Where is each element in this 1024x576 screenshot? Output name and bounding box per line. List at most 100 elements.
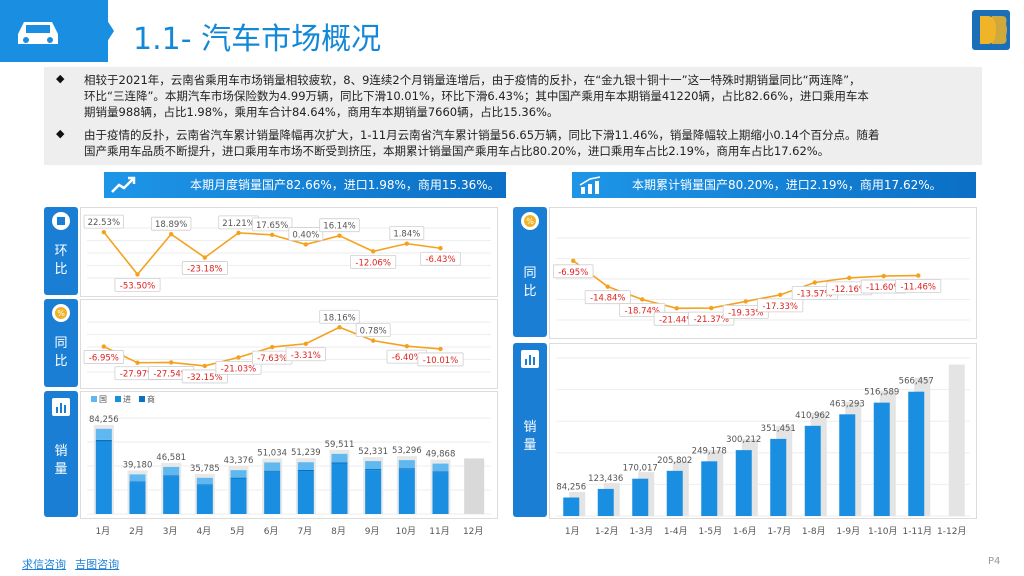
data-point: [370, 249, 376, 254]
data-label: -7.63%: [257, 354, 287, 364]
data-label: 1.84%: [393, 230, 420, 240]
bar-value-label: 566,457: [899, 377, 934, 387]
data-label: -6.95%: [89, 354, 119, 364]
data-label: -53.50%: [120, 281, 155, 291]
tick-label: 1-4月: [664, 526, 688, 537]
bar-segment-商: [129, 474, 146, 482]
bar-segment-国: [163, 476, 180, 514]
bar: [597, 488, 614, 516]
page-number: P4: [988, 556, 1001, 567]
bar: [666, 470, 683, 516]
bar-segment-国: [365, 470, 382, 514]
bar-segment-商: [196, 477, 213, 485]
bar-chart-icon: [521, 350, 539, 368]
intro-box: ◆ 相较于2021年，云南省乘用车市场销量相较疲软，8、9连续2个月销量连增后，…: [44, 67, 982, 165]
bar-value-label: 84,256: [556, 483, 586, 493]
tab-yoy: % 同 比: [44, 299, 78, 387]
panel-mom: 22.53% -53.50% 18.89% -23.18% 21.21% 17.65% 0.…: [80, 207, 498, 297]
data-label: -12.06%: [355, 258, 390, 268]
data-label-box: [389, 226, 425, 241]
cumulative-x-axis-labels: 1月 1-2月 1-3月 1-4月 1-5月 1-6月 1-7月 1-8月 1-9月 1-10月 1…: [565, 526, 967, 537]
tick-label: 1-3月: [629, 526, 653, 537]
data-point: [202, 363, 208, 369]
data-point: [168, 231, 174, 237]
bar-trend-icon: [579, 176, 601, 194]
bar-segment-商: [230, 470, 247, 478]
data-point: [370, 338, 376, 343]
data-point: [135, 360, 140, 365]
tick-label: 1-11月: [903, 526, 932, 537]
tab-cum-yoy: % 同 比: [513, 207, 547, 337]
data-point: [337, 233, 342, 238]
bar-segment-进: [129, 481, 146, 483]
data-label: 17.65%: [256, 221, 288, 231]
data-point: [916, 273, 921, 278]
chart-cumulative-sales: 84,256123,436170,017205,802249,178300,21…: [556, 357, 970, 517]
bar-segment-国: [398, 469, 415, 514]
data-point: [847, 275, 852, 281]
data-point: [337, 325, 342, 330]
svg-text:%: %: [57, 309, 65, 318]
bar: [701, 461, 718, 516]
bar-chart-icon: [52, 398, 70, 416]
bar-segment-进: [398, 468, 415, 470]
data-point: [743, 299, 748, 304]
bar-segment-国: [95, 441, 112, 514]
footer-link-jitu[interactable]: 吉图咨询: [75, 558, 120, 571]
percent-badge-icon: %: [52, 304, 70, 322]
bar-value-label: 463,293: [830, 399, 865, 409]
bar-segment-商: [163, 466, 180, 476]
intro-para-1: 相较于2021年，云南省乘用车市场销量相较疲软，8、9连续2个月销量连增后，由于…: [84, 73, 869, 119]
bullet-icon: ◆: [56, 127, 65, 140]
bar-value-label: 52,331: [358, 447, 388, 457]
brand-logo: [972, 10, 1010, 50]
bar-segment-进: [163, 475, 180, 477]
data-label-box: [150, 216, 192, 231]
bar-value-label: 351,451: [761, 424, 796, 434]
data-point: [168, 360, 174, 365]
data-point: [674, 306, 679, 311]
bar-segment-商: [331, 453, 348, 463]
bullet-icon: ◆: [56, 72, 65, 85]
data-label: 22.53%: [88, 218, 120, 228]
data-label-box: [619, 303, 666, 317]
bar-value-label: 53,296: [392, 446, 422, 456]
tick-label: 1-12月: [937, 526, 966, 537]
monthly-x-axis-labels: 1月 2月 3月 4月 5月 6月 7月 8月 9月 10月 11月 12月: [95, 526, 483, 537]
data-label: -12.16%: [832, 285, 867, 295]
svg-text:%: %: [526, 217, 534, 226]
bar-value-label: 170,017: [623, 464, 658, 474]
footer-link-qiuxin[interactable]: 求信咨询: [22, 558, 66, 571]
data-label-box: [114, 277, 161, 292]
tick-label: 11月: [429, 526, 449, 537]
bar-segment-国: [331, 463, 348, 514]
data-label: -17.33%: [763, 302, 798, 312]
data-label-box: [553, 264, 594, 279]
data-point: [404, 241, 410, 246]
bar-segment-商: [398, 460, 415, 469]
bar-segment-商: [432, 463, 449, 472]
car-icon: [18, 22, 58, 44]
data-label-box: [350, 254, 397, 269]
bar: [735, 450, 752, 516]
data-label-box: [319, 309, 360, 324]
data-label: -11.60%: [866, 283, 901, 293]
data-label: -19.33%: [728, 308, 763, 318]
data-label-box: [181, 261, 228, 275]
tick-label: 1月: [95, 526, 110, 537]
bar-value-label: 51,239: [291, 448, 321, 458]
header-arrow: [80, 0, 114, 62]
bar-segment-国: [129, 482, 146, 514]
tick-label: 1-10月: [868, 526, 897, 537]
page-title: 1.1- 汽车市场概况: [133, 22, 382, 57]
bar-value-label: 516,589: [864, 388, 899, 398]
tick-label: 3月: [163, 526, 178, 537]
chart-monthly-mom: 22.53% -53.50% 18.89% -23.18% 21.21% 17.65% 0.…: [83, 214, 491, 292]
data-point: [236, 230, 241, 236]
data-label: 0.40%: [292, 230, 319, 240]
bar-segment-国: [196, 485, 213, 514]
data-point: [269, 232, 275, 238]
panel-yoy: -6.95% -27.97% -27.54% -32.15% -21.03% -7.63%…: [80, 299, 498, 389]
percent-badge-icon: %: [521, 212, 539, 230]
chart-cumulative-yoy: -6.95% -14.84%-18.74%-21.44% -21.37%-19.33…: [553, 237, 970, 326]
